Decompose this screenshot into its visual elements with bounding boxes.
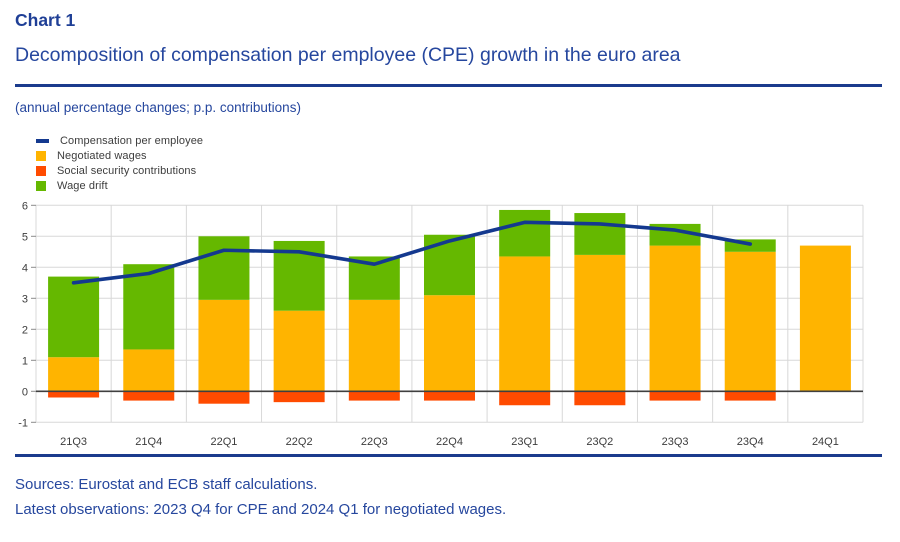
x-tick-label: 23Q4 [737, 436, 764, 448]
cpe-line [71, 220, 753, 285]
x-tick-label: 23Q3 [662, 436, 689, 448]
bar-segment [273, 310, 325, 392]
bar-segment [499, 391, 551, 406]
bar-segment [123, 264, 175, 350]
y-tick-label: 4 [22, 262, 28, 274]
bar-segment [123, 349, 175, 392]
legend-item-label: Social security contributions [57, 164, 197, 177]
title-divider [15, 84, 882, 87]
y-tick-label: -1 [18, 417, 28, 429]
bar-segment [649, 245, 701, 392]
bar-segment [574, 213, 626, 255]
bar-segment [198, 236, 250, 300]
legend-item: Compensation per employee [36, 133, 203, 148]
bar-segment [48, 391, 100, 398]
y-tick-label: 0 [22, 386, 28, 398]
green-square-icon [36, 180, 46, 191]
bar-segment [724, 251, 776, 392]
y-tick-label: 5 [22, 231, 28, 243]
legend-item-label: Negotiated wages [57, 149, 147, 162]
chart-footer: Sources: Eurostat and ECB staff calculat… [15, 472, 506, 522]
bar-segment [799, 245, 851, 392]
chart-legend: Compensation per employee Negotiated wage… [36, 133, 203, 193]
bar-segment [348, 299, 400, 392]
chart-area: -1 0 1 2 3 4 5 6 21Q3 21Q4 22Q1 22Q2 22Q3 22Q4 23Q1 23Q… [0, 125, 900, 453]
legend-item: Negotiated wages [36, 148, 203, 163]
orange-square-icon [36, 150, 46, 161]
legend-item: Social security contributions [36, 163, 203, 178]
x-tick-label: 23Q1 [511, 436, 538, 448]
y-tick-label: 3 [22, 293, 28, 305]
x-tick-label: 22Q3 [361, 436, 388, 448]
bar-segment [499, 209, 551, 257]
x-tick-label: 24Q1 [812, 436, 839, 448]
x-tick-label: 22Q2 [286, 436, 313, 448]
bar-segment [424, 391, 475, 401]
bar-segment [649, 391, 701, 401]
bar-segment [424, 234, 475, 296]
bar-segment [198, 299, 250, 392]
legend-item-label: Compensation per employee [60, 134, 204, 147]
y-tick-label: 2 [22, 324, 28, 336]
bar-segment [48, 276, 100, 358]
x-tick-label: 23Q2 [586, 436, 613, 448]
chart-subtitle: (annual percentage changes; p.p. contrib… [15, 100, 301, 115]
sources-note: Sources: Eurostat and ECB staff calculat… [15, 476, 318, 493]
x-tick-label: 21Q4 [135, 436, 162, 448]
latest-observations-note: Latest observations: 2023 Q4 for CPE and… [15, 501, 507, 518]
bar-segment [123, 391, 175, 401]
bar-segment [273, 391, 325, 403]
bar-segment [348, 391, 400, 401]
bar-segment [724, 391, 776, 401]
x-tick-label: 21Q3 [60, 436, 87, 448]
x-tick-label: 22Q1 [210, 436, 237, 448]
bar-segment [499, 256, 551, 392]
bar-segment [574, 391, 626, 406]
chart-kicker: Chart 1 [15, 10, 76, 30]
line-dash-icon [36, 139, 49, 143]
bar-segment [48, 357, 100, 392]
red-square-icon [36, 165, 46, 176]
x-tick-label: 22Q4 [436, 436, 463, 448]
legend-item-label: Wage drift [57, 179, 108, 192]
legend-item: Wage drift [36, 178, 203, 193]
bar-segment [424, 295, 475, 392]
footer-divider [15, 454, 882, 457]
bar-segment [574, 254, 626, 392]
bar-segment [198, 391, 250, 404]
page-title: Decomposition of compensation per employ… [15, 44, 681, 66]
y-tick-label: 6 [22, 200, 28, 212]
y-tick-label: 1 [22, 355, 28, 367]
chart-canvas: -1 0 1 2 3 4 5 6 21Q3 21Q4 22Q1 22Q2 22Q3 22Q4 23Q1 23Q… [18, 200, 864, 448]
